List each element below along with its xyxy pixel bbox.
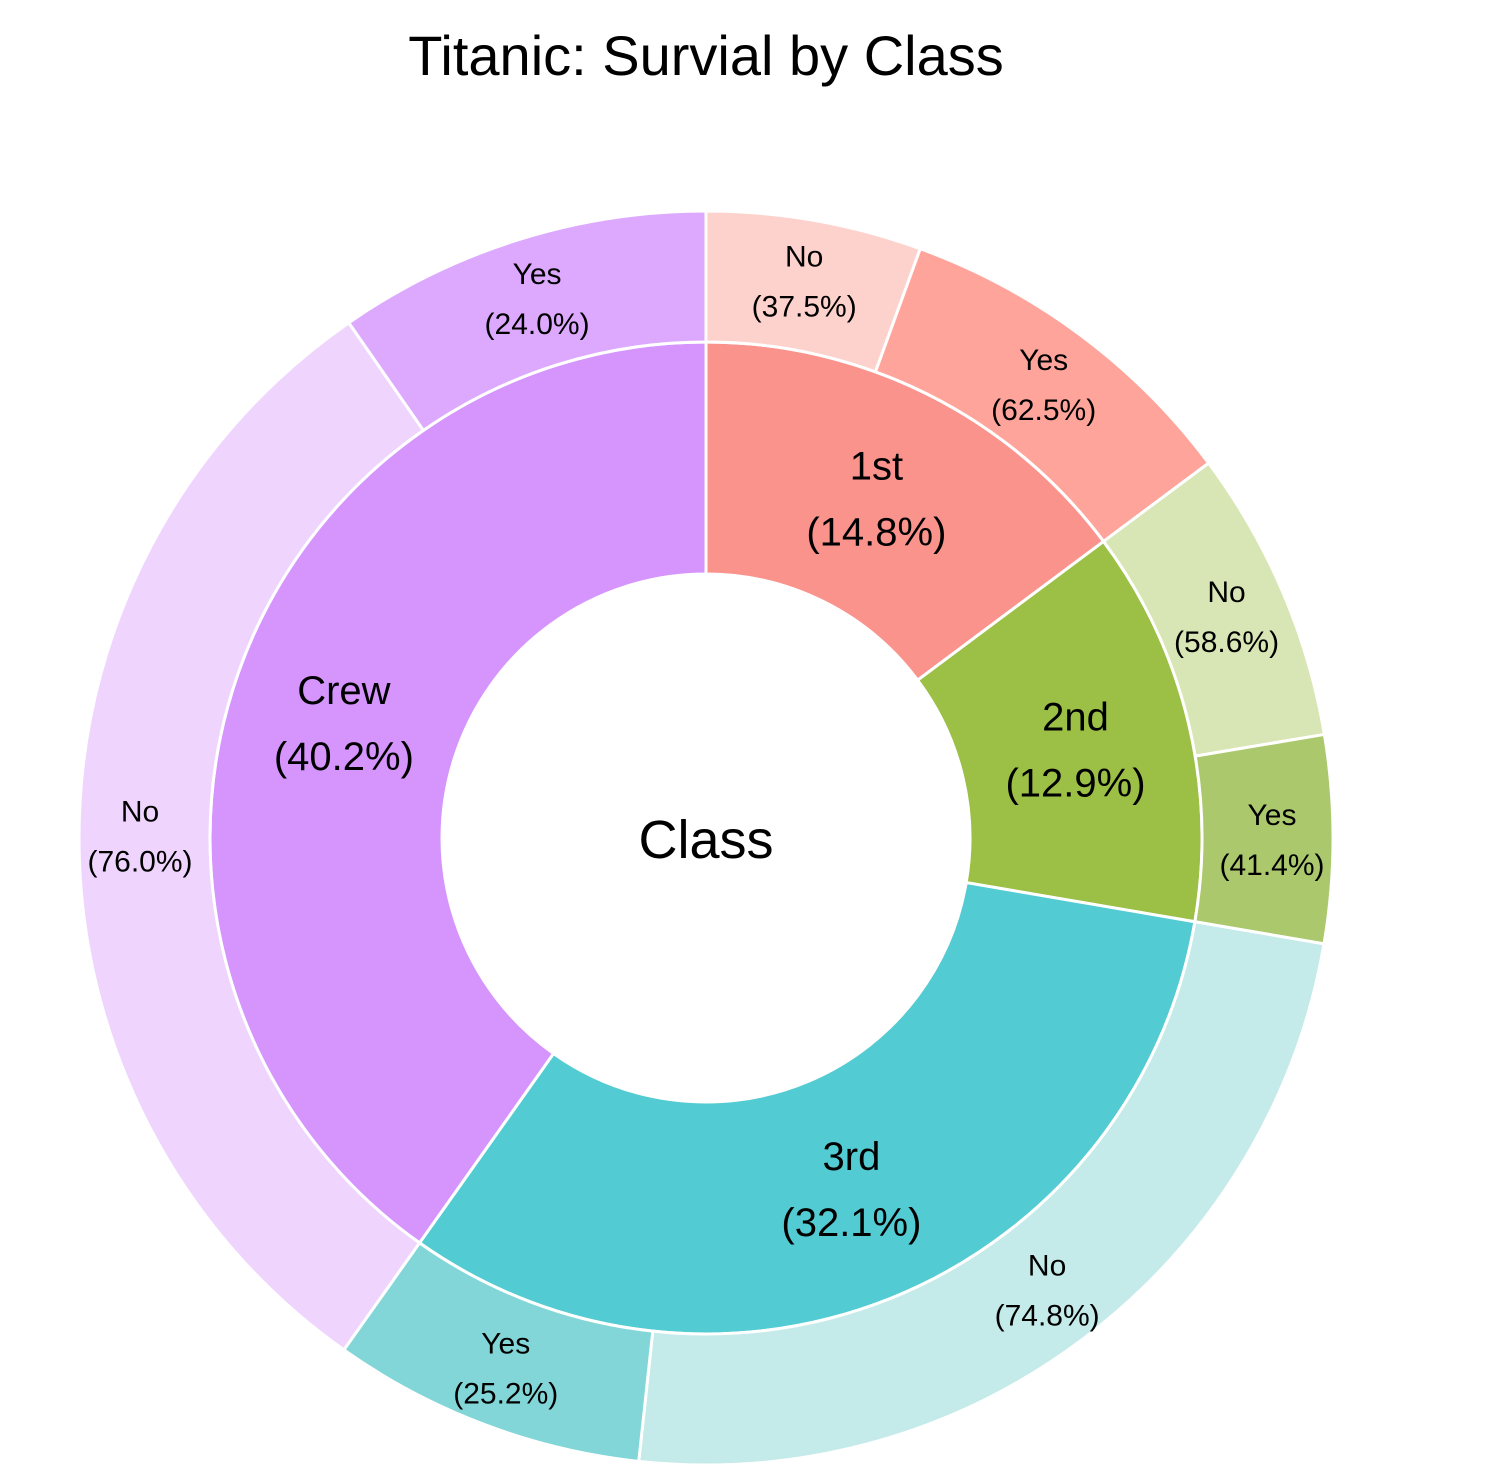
slices-group [77,209,1335,1467]
outer-slice-2nd-yes [1193,732,1335,946]
outer-label-2nd-yes-percent: (41.4%) [1219,849,1324,882]
outer-label-3rd-no-percent: (74.8%) [995,1300,1100,1333]
outer-label-crew-no-percent: (76.0%) [87,845,192,878]
inner-label-1st-percent: (14.8%) [806,510,946,554]
outer-label-2nd-no-percent: (58.6%) [1174,626,1279,659]
inner-label-1st-name: 1st [850,444,903,488]
outer-label-3rd-yes-name: Yes [481,1327,530,1360]
inner-label-3rd-percent: (32.1%) [781,1201,921,1245]
inner-label-2nd-name: 2nd [1042,695,1109,739]
center-label: Class [638,810,773,870]
outer-label-3rd-yes-percent: (25.2%) [453,1377,558,1410]
outer-label-1st-yes-percent: (62.5%) [991,394,1096,427]
outer-label-crew-yes-percent: (24.0%) [485,308,590,341]
inner-label-crew-percent: (40.2%) [274,735,414,779]
outer-label-2nd-yes-name: Yes [1248,799,1297,832]
outer-label-1st-no-name: No [785,241,823,274]
outer-label-1st-yes-name: Yes [1019,344,1068,377]
outer-label-crew-no-name: No [121,795,159,828]
inner-label-3rd-name: 3rd [823,1135,881,1179]
chart-title: Titanic: Survial by Class [408,24,1003,87]
outer-label-2nd-no-name: No [1207,576,1245,609]
inner-label-crew-name: Crew [297,669,390,713]
inner-label-2nd-percent: (12.9%) [1005,761,1145,805]
outer-label-1st-no-percent: (37.5%) [752,291,857,324]
outer-label-3rd-no-name: No [1028,1250,1066,1283]
labels-group: 1st (14.8%) No (37.5%) Yes (62.5%) 2nd (12.9%) N… [87,241,1324,1411]
outer-slice-crew-yes [346,209,708,433]
outer-slice-crew-no [77,320,426,1352]
outer-label-crew-yes-name: Yes [513,258,562,291]
outer-slice-3rd-no [637,920,1326,1467]
